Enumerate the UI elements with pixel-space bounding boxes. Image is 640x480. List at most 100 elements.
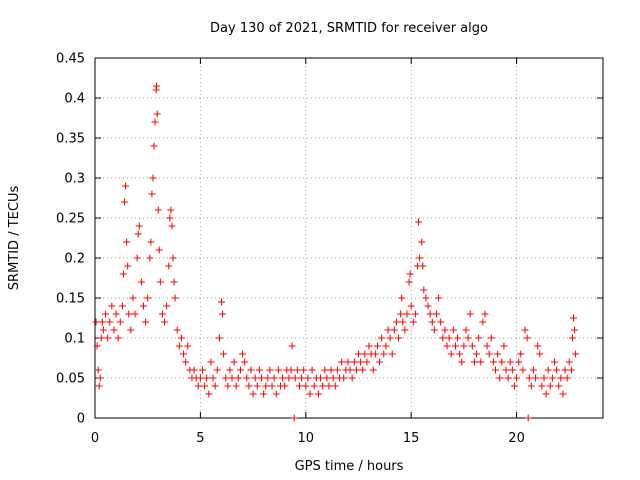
data-point: [525, 374, 533, 382]
data-point: [133, 254, 141, 262]
data-point: [466, 310, 474, 318]
data-point: [464, 334, 472, 342]
data-point: [418, 238, 426, 246]
data-point: [561, 366, 569, 374]
data-point: [119, 270, 127, 278]
data-point: [350, 358, 358, 366]
data-point: [397, 310, 405, 318]
data-point: [502, 366, 510, 374]
data-point: [565, 358, 573, 366]
data-point: [500, 342, 508, 350]
data-point: [473, 350, 481, 358]
data-point: [287, 366, 295, 374]
data-point: [540, 374, 548, 382]
data-point: [524, 414, 532, 422]
data-point: [519, 366, 527, 374]
data-point: [449, 326, 457, 334]
data-point: [331, 382, 339, 390]
data-point: [338, 358, 346, 366]
data-point: [529, 366, 537, 374]
chart-title: Day 130 of 2021, SRMTID for receiver alg…: [210, 21, 488, 36]
data-point: [407, 302, 415, 310]
data-point: [151, 118, 159, 126]
data-point: [430, 326, 438, 334]
data-point: [153, 82, 161, 90]
data-point: [424, 302, 432, 310]
data-point: [177, 334, 185, 342]
data-point: [114, 334, 122, 342]
data-point: [110, 326, 118, 334]
data-point: [445, 334, 453, 342]
y-tick-label: 0.2: [64, 252, 85, 267]
data-point: [170, 278, 178, 286]
data-point: [182, 358, 190, 366]
y-tick-label: 0.1: [64, 332, 85, 347]
data-point: [409, 318, 417, 326]
data-point: [270, 374, 278, 382]
data-point: [557, 374, 565, 382]
data-point: [148, 190, 156, 198]
data-point: [437, 318, 445, 326]
data-point: [201, 382, 209, 390]
y-tick-label: 0.15: [56, 292, 85, 307]
data-point: [319, 382, 327, 390]
y-tick-label: 0.25: [56, 212, 85, 227]
data-point: [508, 366, 516, 374]
data-point: [479, 318, 487, 326]
data-point: [376, 358, 384, 366]
data-point: [295, 382, 303, 390]
data-point: [308, 366, 316, 374]
data-point: [290, 414, 298, 422]
data-point: [551, 358, 559, 366]
data-point: [129, 294, 137, 302]
data-point: [513, 374, 521, 382]
data-point: [112, 310, 120, 318]
data-point: [325, 382, 333, 390]
data-point: [167, 206, 175, 214]
data-point: [395, 334, 403, 342]
data-point: [108, 302, 116, 310]
data-point: [207, 358, 215, 366]
data-point: [439, 334, 447, 342]
data-point: [135, 222, 143, 230]
data-point: [443, 342, 451, 350]
data-point: [470, 358, 478, 366]
data-point: [168, 222, 176, 230]
data-point: [521, 326, 529, 334]
data-point: [462, 326, 470, 334]
data-point: [142, 318, 150, 326]
data-point: [555, 382, 563, 390]
data-point: [435, 294, 443, 302]
data-point: [491, 366, 499, 374]
data-point: [169, 254, 177, 262]
data-point: [131, 310, 139, 318]
data-point: [243, 374, 251, 382]
data-point: [487, 334, 495, 342]
data-point: [279, 374, 287, 382]
data-point: [137, 278, 145, 286]
data-point: [95, 382, 103, 390]
data-point: [310, 382, 318, 390]
data-point: [371, 350, 379, 358]
data-point: [498, 358, 506, 366]
data-point: [416, 254, 424, 262]
data-point: [388, 350, 396, 358]
data-point: [293, 366, 301, 374]
data-point: [217, 298, 225, 306]
x-tick-label: 5: [196, 431, 204, 446]
data-point: [314, 390, 322, 398]
data-point: [481, 310, 489, 318]
data-point: [365, 342, 373, 350]
data-point: [147, 238, 155, 246]
data-point: [266, 366, 274, 374]
y-tick-label: 0.3: [64, 172, 85, 187]
data-point: [563, 374, 571, 382]
data-point: [106, 318, 114, 326]
data-point: [384, 326, 392, 334]
data-point: [527, 382, 535, 390]
data-point: [124, 262, 132, 270]
data-point: [369, 366, 377, 374]
data-point: [161, 318, 169, 326]
data-point: [121, 198, 129, 206]
